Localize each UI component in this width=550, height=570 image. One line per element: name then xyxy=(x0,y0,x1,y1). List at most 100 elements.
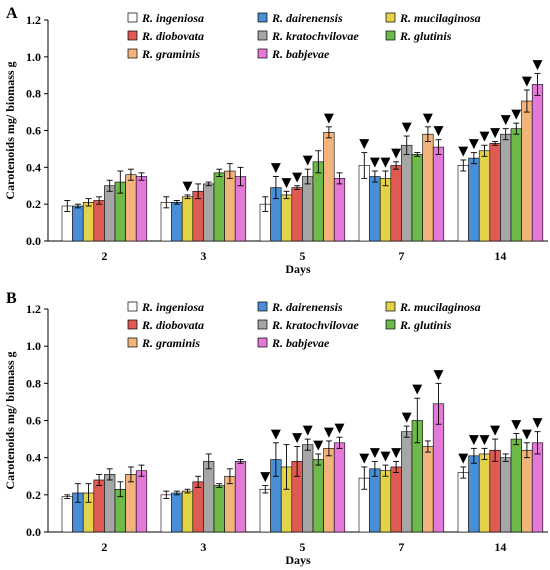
legend-label: R. glutinis xyxy=(399,318,452,332)
significance-marker: ▼ xyxy=(480,432,490,447)
bar xyxy=(125,174,137,242)
legend-item: R. dairenensis xyxy=(257,300,343,314)
bar xyxy=(411,154,423,242)
significance-marker: ▼ xyxy=(434,124,444,139)
significance-marker: ▼ xyxy=(469,137,479,152)
significance-marker: ▼ xyxy=(533,416,543,431)
significance-marker: ▼ xyxy=(391,445,401,460)
bar xyxy=(379,470,392,533)
legend-swatch xyxy=(127,301,138,312)
significance-marker: ▼ xyxy=(490,126,500,141)
bar xyxy=(489,143,501,242)
significance-marker: ▼ xyxy=(370,445,380,460)
significance-marker: ▼ xyxy=(303,423,313,438)
bar xyxy=(323,448,335,533)
legend-label: R. mucilaginosa xyxy=(399,11,481,25)
bar xyxy=(432,146,445,242)
bar xyxy=(291,187,303,242)
legend-swatch xyxy=(127,30,138,41)
bar xyxy=(379,178,392,242)
significance-marker: ▼ xyxy=(402,120,412,135)
legend-swatch xyxy=(127,319,138,330)
legend-item: R. diobovata xyxy=(127,29,204,43)
legend-item: R. dairenensis xyxy=(257,11,343,25)
significance-marker: ▼ xyxy=(292,170,302,185)
series: ▼▼▼ xyxy=(104,113,512,242)
bar xyxy=(489,449,501,533)
bar xyxy=(390,165,402,242)
x-axis-title: Days xyxy=(285,262,311,276)
bar xyxy=(468,157,480,242)
legend-swatch xyxy=(257,301,268,312)
bar xyxy=(213,485,225,533)
bar xyxy=(234,461,247,533)
legend-item: R. babjevae xyxy=(257,47,330,61)
legend-label: R. mucilaginosa xyxy=(399,300,481,314)
significance-marker: ▼ xyxy=(458,451,468,466)
significance-marker: ▼ xyxy=(282,175,292,190)
significance-marker: ▼ xyxy=(501,113,511,128)
bar xyxy=(302,444,314,533)
legend-swatch xyxy=(385,301,396,312)
legend-swatch xyxy=(257,30,268,41)
x-tick-label: 14 xyxy=(494,249,506,263)
legend-swatch xyxy=(385,30,396,41)
bar xyxy=(181,196,194,242)
x-tick-label: 5 xyxy=(299,540,305,554)
significance-marker: ▼ xyxy=(381,155,391,170)
legend-item: R. graminis xyxy=(127,47,200,61)
bar xyxy=(302,176,314,242)
series: ▼ ▼▼▼ xyxy=(82,129,491,242)
legend-label: R. diobovata xyxy=(141,318,204,332)
bar xyxy=(135,176,148,242)
legend-item: R. mucilaginosa xyxy=(385,11,481,25)
legend-item: R. ingeniosa xyxy=(127,11,204,25)
significance-marker: ▼ xyxy=(469,432,479,447)
bar xyxy=(510,128,522,242)
significance-marker: ▼ xyxy=(292,431,302,446)
bar xyxy=(135,470,148,533)
bar xyxy=(312,459,324,533)
legend-swatch xyxy=(257,319,268,330)
y-tick-label: 0.0 xyxy=(26,234,41,248)
significance-marker: ▼ xyxy=(271,161,281,176)
y-axis-title: Carotenoids mg/ biomass g xyxy=(3,61,17,199)
significance-marker: ▼ xyxy=(511,418,521,433)
bar xyxy=(160,494,172,533)
legend-label: R. kratochvilovae xyxy=(271,318,359,332)
significance-marker: ▼ xyxy=(260,470,270,485)
y-tick-label: 1.0 xyxy=(26,50,41,64)
legend-swatch xyxy=(257,337,268,348)
panel-B: B 0.0 0.2 0.4 0.6 0.8 1.0 1.2 Carotenoids mg/ bi… xyxy=(3,290,548,567)
significance-marker: ▼ xyxy=(480,129,490,144)
bar xyxy=(104,185,116,242)
series: ▼▼▼ xyxy=(135,367,544,533)
legend-item: R. kratochvilovae xyxy=(257,318,359,332)
legend-label: R. glutinis xyxy=(399,29,452,43)
bar xyxy=(457,472,469,533)
bar xyxy=(369,468,381,533)
legend-swatch xyxy=(127,48,138,59)
bar xyxy=(224,475,236,533)
bar xyxy=(531,442,544,533)
bar xyxy=(213,172,225,242)
legend-swatch xyxy=(127,337,138,348)
y-tick-label: 0.8 xyxy=(26,87,41,101)
y-tick-label: 1.2 xyxy=(26,302,41,316)
y-tick-label: 0.4 xyxy=(26,451,41,465)
legend-label: R. babjevae xyxy=(271,47,330,61)
y-tick-label: 0.2 xyxy=(26,488,41,502)
significance-marker: ▼ xyxy=(335,421,345,436)
significance-marker: ▼ xyxy=(533,57,543,72)
legend-item: R. ingeniosa xyxy=(127,300,204,314)
y-tick-label: 0.8 xyxy=(26,376,41,390)
significance-marker: ▼ xyxy=(271,427,281,442)
bar xyxy=(104,474,116,533)
bar xyxy=(234,176,247,242)
legend-swatch xyxy=(127,12,138,23)
bar xyxy=(510,438,522,533)
legend-label: R. ingeniosa xyxy=(141,11,204,25)
significance-marker: ▼ xyxy=(381,449,391,464)
bar xyxy=(531,84,544,242)
x-tick-label: 3 xyxy=(200,540,206,554)
